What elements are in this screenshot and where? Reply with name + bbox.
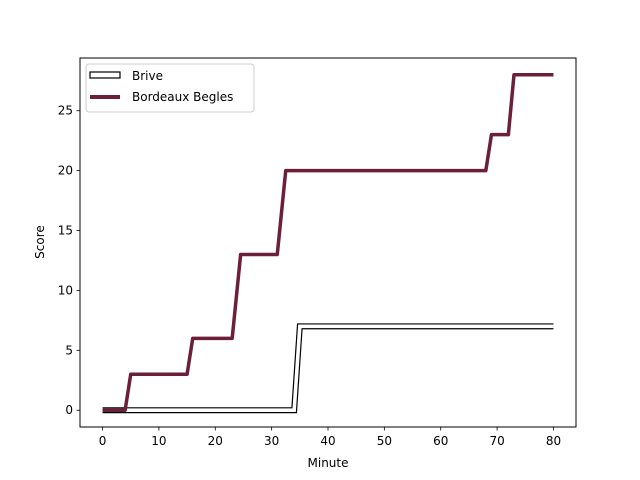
axes-frame (79, 57, 577, 428)
y-axis-label: Score (33, 225, 47, 259)
x-tick-label: 0 (99, 434, 107, 448)
series-line-brive (102, 324, 554, 413)
x-tick-label: 40 (320, 434, 335, 448)
y-tick-label: 25 (58, 104, 73, 118)
legend-item-brive: Brive (89, 69, 163, 83)
x-axis-ticks: 0 10 20 30 40 50 60 70 80 (99, 427, 561, 448)
y-axis-ticks: 0 5 10 15 20 25 (58, 104, 80, 417)
legend: Brive Bordeaux Begles (85, 63, 255, 113)
x-tick-label: 20 (208, 434, 223, 448)
plot-area (79, 57, 577, 428)
x-tick-label: 30 (264, 434, 279, 448)
legend-item-bordeaux-begles: Bordeaux Begles (90, 90, 233, 104)
legend-box (85, 63, 255, 113)
series-line-brive-outline (102, 323, 554, 414)
series-line-bordeaux-begles (102, 73, 554, 412)
y-tick-label: 15 (58, 224, 73, 238)
x-tick-label: 70 (489, 434, 504, 448)
legend-label-bordeaux-begles: Bordeaux Begles (132, 90, 233, 104)
y-tick-label: 5 (65, 343, 73, 357)
x-tick-label: 60 (433, 434, 448, 448)
x-tick-label: 80 (546, 434, 561, 448)
legend-label-brive: Brive (132, 69, 163, 83)
x-axis-label: Minute (308, 456, 349, 470)
x-tick-label: 10 (151, 434, 166, 448)
x-tick-label: 50 (377, 434, 392, 448)
y-tick-label: 0 (65, 403, 73, 417)
y-tick-label: 20 (58, 164, 73, 178)
y-tick-label: 10 (58, 283, 73, 297)
legend-swatch-brive (89, 71, 121, 79)
series-layer (102, 73, 554, 414)
